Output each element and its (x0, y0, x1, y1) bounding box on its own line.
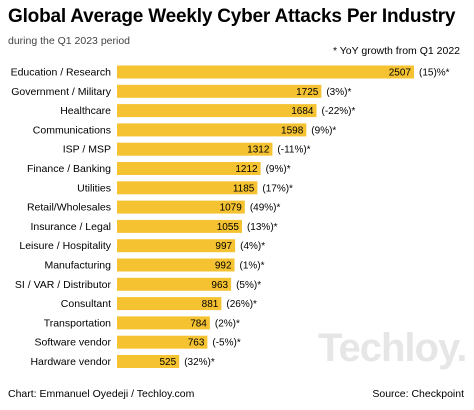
bar-utilities (117, 181, 258, 195)
growth-label-insurance-legal: (13%)* (247, 222, 278, 233)
category-label-software-vendor: Software vendor (35, 337, 112, 349)
growth-label-retail-wholesales: (49%)* (250, 203, 281, 214)
bar-hardware-vendor (117, 355, 180, 368)
growth-label-healthcare: (-22%)* (322, 106, 356, 117)
bar-insurance-legal (117, 219, 242, 233)
value-label-utilities: 1185 (233, 183, 255, 194)
bar-government-military (117, 84, 322, 98)
category-label-insurance-legal: Insurance / Legal (30, 221, 111, 233)
growth-label-communications: (9%)* (311, 125, 336, 136)
category-label-communications: Communications (33, 124, 111, 136)
category-label-education-research: Education / Research (11, 67, 112, 79)
bar-manufacturing (117, 258, 235, 272)
chart-title: Global Average Weekly Cyber Attacks Per … (8, 6, 456, 27)
chart-credit: Chart: Emmanuel Oyedeji / Techloy.com (8, 388, 195, 400)
value-label-consultant: 881 (202, 299, 219, 310)
category-label-retail-wholesales: Retail/Wholesales (27, 202, 111, 214)
growth-label-transportation: (2%)* (215, 318, 240, 329)
growth-label-manufacturing: (1%)* (240, 261, 265, 272)
growth-label-isp-msp: (-11%)* (277, 145, 310, 156)
growth-label-finance-banking: (9%)* (266, 164, 291, 175)
value-label-software-vendor: 763 (188, 338, 205, 349)
chart-source: Source: Checkpoint (372, 388, 464, 400)
bar-software-vendor (117, 335, 208, 349)
category-label-transportation: Transportation (44, 317, 111, 329)
bar-healthcare (117, 104, 317, 118)
bar-isp-msp (117, 142, 273, 156)
bar-si-var-distributor (117, 277, 232, 291)
value-label-insurance-legal: 1055 (217, 222, 240, 233)
growth-label-education-research: (15)%* (419, 68, 450, 79)
category-label-consultant: Consultant (61, 298, 111, 310)
bar-education-research (117, 65, 414, 79)
growth-label-government-military: (3%)* (326, 87, 351, 98)
value-label-si-var-distributor: 963 (211, 280, 228, 291)
bar-retail-wholesales (117, 200, 245, 214)
growth-note: * YoY growth from Q1 2022 (332, 45, 460, 57)
value-label-communications: 1598 (281, 125, 304, 136)
value-label-retail-wholesales: 1079 (220, 203, 243, 214)
bar-consultant (117, 297, 222, 311)
category-label-leisure-hospitality: Leisure / Hospitality (19, 240, 111, 252)
value-label-leisure-hospitality: 997 (215, 241, 232, 252)
value-label-transportation: 784 (190, 318, 207, 329)
growth-label-hardware-vendor: (32%)* (184, 357, 215, 368)
category-label-si-var-distributor: SI / VAR / Distributor (15, 279, 112, 291)
value-label-education-research: 2507 (389, 68, 412, 79)
value-label-government-military: 1725 (296, 87, 319, 98)
growth-label-software-vendor: (-5%)* (212, 338, 240, 349)
growth-label-utilities: (17%)* (262, 183, 293, 194)
value-label-manufacturing: 992 (215, 261, 232, 272)
category-label-utilities: Utilities (77, 182, 111, 194)
category-label-government-military: Government / Military (11, 86, 112, 98)
category-label-healthcare: Healthcare (60, 105, 111, 117)
bar-finance-banking (117, 162, 261, 175)
growth-label-leisure-hospitality: (4%)* (240, 241, 265, 252)
value-label-isp-msp: 1312 (247, 145, 270, 156)
bar-communications (117, 123, 307, 137)
category-label-finance-banking: Finance / Banking (27, 163, 111, 175)
value-label-finance-banking: 1212 (235, 164, 258, 175)
techloy-watermark: Techloy. (318, 326, 467, 370)
chart-subtitle: during the Q1 2023 period (8, 35, 131, 47)
bar-transportation (117, 316, 210, 330)
bar-leisure-hospitality (117, 239, 236, 253)
category-label-isp-msp: ISP / MSP (63, 144, 111, 156)
value-label-healthcare: 1684 (291, 106, 314, 117)
category-label-hardware-vendor: Hardware vendor (30, 356, 111, 368)
category-label-manufacturing: Manufacturing (44, 260, 111, 272)
growth-label-si-var-distributor: (5%)* (236, 280, 261, 291)
growth-label-consultant: (26%)* (226, 299, 257, 310)
value-label-hardware-vendor: 525 (160, 357, 177, 368)
